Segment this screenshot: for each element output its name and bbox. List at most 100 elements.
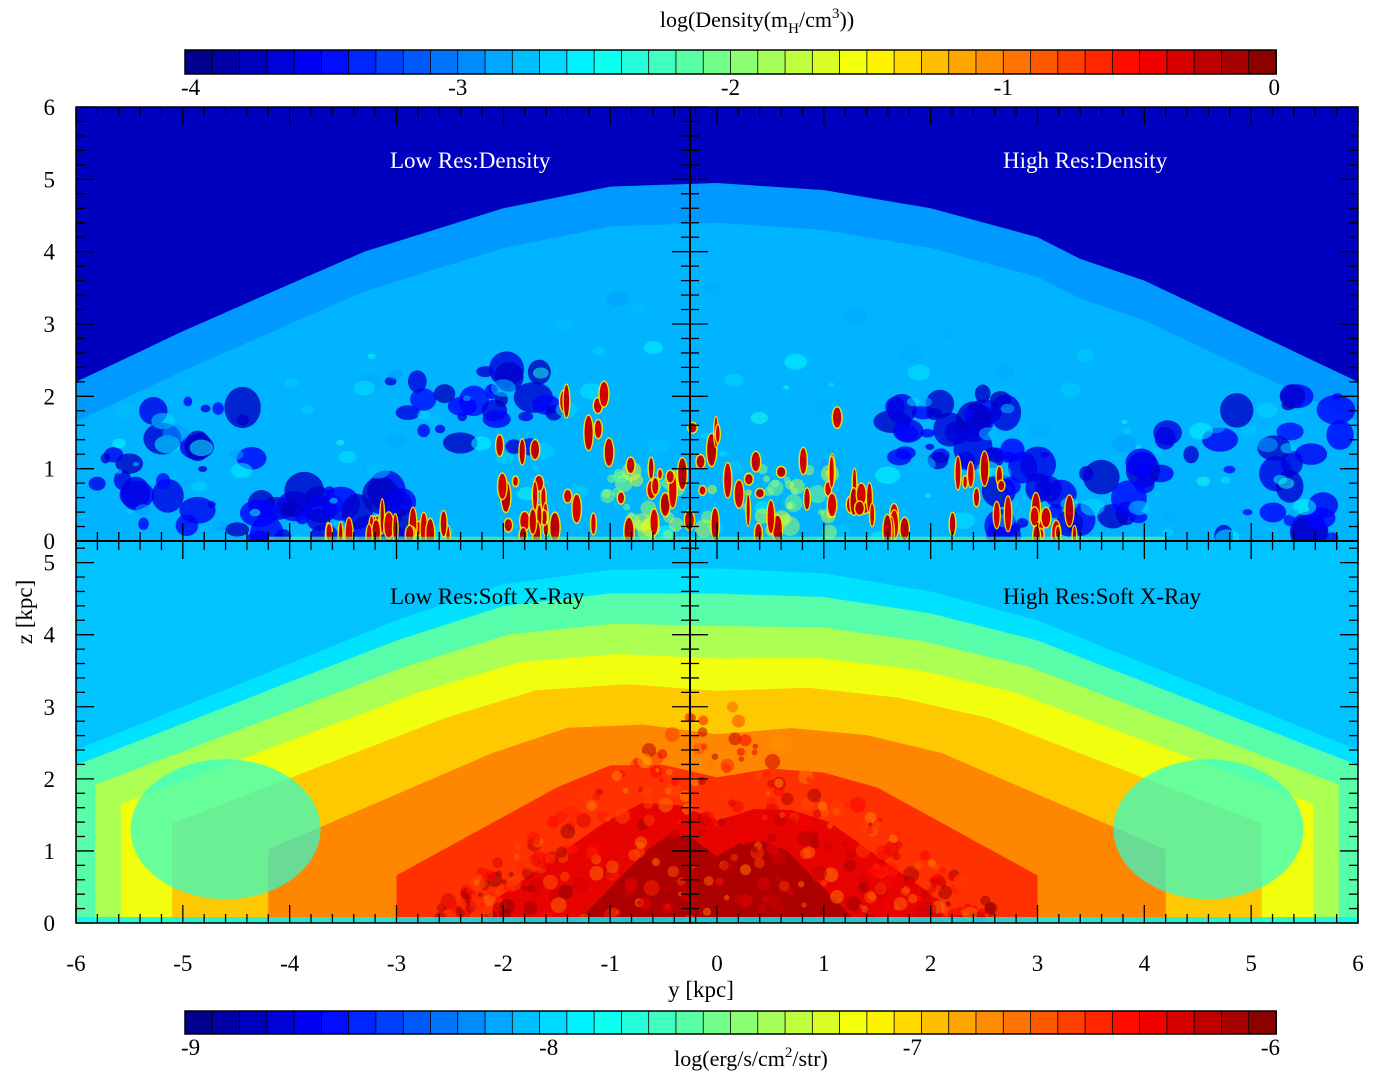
xray-texture-dot [794, 884, 811, 901]
colorbar-swatch [539, 49, 568, 75]
colorbar-swatch [402, 49, 432, 75]
density-clump [963, 476, 967, 488]
xray-texture-dot [658, 777, 664, 783]
density-clump [584, 415, 593, 450]
xray-texture-dot [957, 881, 971, 895]
xray-texture-dot [773, 785, 785, 797]
density-plume [780, 516, 800, 536]
density-clump [498, 473, 507, 499]
xray-texture-dot [612, 770, 623, 781]
xray-texture-dot [624, 878, 638, 892]
xray-texture-dot [658, 797, 673, 813]
density-clump [1065, 495, 1074, 527]
xray-texture-dot [762, 895, 770, 903]
density-swirl [816, 400, 836, 415]
colorbar-swatch [457, 49, 487, 75]
xray-texture-dot [905, 878, 916, 890]
density-clump [756, 489, 764, 498]
density-clump [496, 435, 503, 456]
colorbar-swatch [811, 1010, 841, 1035]
density-bubble [1125, 448, 1157, 478]
density-clump [699, 486, 706, 495]
density-bubble [395, 405, 420, 421]
colorbar-swatch [921, 49, 950, 75]
density-clump [829, 456, 834, 488]
density-swirl [646, 438, 669, 454]
density-clump [591, 513, 596, 535]
colorbar-swatch [1084, 49, 1114, 75]
density-clump [660, 493, 670, 516]
density-swirl [934, 319, 958, 336]
density-clump [993, 502, 1000, 528]
xray-texture-dot [751, 749, 758, 756]
xray-texture-dot [797, 830, 813, 846]
density-colorbar-ticks: -4 -3 -2 -1 0 [181, 75, 1280, 100]
density-bubble [247, 530, 269, 541]
xray-texture-dot [677, 819, 682, 824]
colorbar-tick-label: -8 [539, 1035, 558, 1060]
xray-texture-dot [720, 859, 734, 874]
density-swirl [463, 395, 471, 401]
xray-texture-dot [763, 770, 771, 779]
density-bubble [482, 410, 511, 428]
density-clump [604, 438, 614, 466]
density-bubble [1083, 459, 1120, 495]
xray-texture-dot [892, 852, 901, 861]
density-swirl [329, 497, 338, 504]
density-swirl [189, 439, 214, 457]
xray-texture-dot [945, 900, 950, 906]
density-bubble [1153, 420, 1182, 445]
density-swirl [917, 397, 932, 408]
density-plume [744, 489, 753, 497]
x-axis-label: y [kpc] [668, 977, 734, 1002]
colorbar-swatch [539, 1010, 568, 1035]
xray-texture-dot [589, 865, 604, 881]
colorbar-swatch [784, 49, 814, 75]
density-bubble [279, 502, 296, 517]
colorbar-swatch [921, 1010, 950, 1035]
density-bubble [442, 432, 478, 454]
density-swirl [1257, 437, 1278, 453]
xray-texture-dot [731, 800, 744, 813]
colorbar-swatch [730, 1010, 759, 1035]
density-swirl [796, 288, 804, 294]
density-clump [345, 518, 353, 541]
xray-texture-dot [720, 758, 735, 773]
density-bubble [895, 425, 918, 443]
xray-texture-dot [789, 817, 796, 825]
colorbar-swatch [348, 1010, 377, 1035]
density-bubble [386, 488, 417, 516]
xray-texture-dot [730, 853, 739, 862]
density-clump [1030, 507, 1039, 526]
colorbar-swatch [484, 1010, 514, 1035]
colorbar-swatch [266, 49, 296, 75]
density-swirl [286, 370, 295, 377]
density-bubble [120, 476, 151, 511]
density-swirl [367, 353, 376, 360]
density-clump [1004, 496, 1012, 531]
xray-texture-dot [592, 793, 600, 801]
density-swirl [231, 462, 253, 478]
density-bubble [88, 476, 106, 491]
density-clump [666, 471, 674, 483]
density-bubble [179, 496, 216, 524]
xray-texture-dot [845, 848, 856, 859]
density-swirl [844, 307, 867, 324]
xray-texture-dot [850, 796, 866, 813]
xray-texture-dot [810, 830, 820, 840]
xray-texture-dot [698, 828, 706, 836]
colorbar-tick-label: -9 [181, 1035, 200, 1060]
density-swirl [428, 414, 443, 425]
density-plume [784, 494, 803, 513]
colorbar-swatch [675, 49, 705, 75]
density-clump [855, 501, 864, 515]
xray-texture-dot [907, 893, 918, 904]
density-clump [724, 463, 732, 498]
colorbar-swatch [975, 1010, 1005, 1035]
density-swirl [1162, 511, 1178, 523]
xray-texture-dot [807, 788, 822, 803]
xray-texture-dot [842, 840, 848, 846]
density-swirl [943, 335, 951, 340]
xray-texture-dot [778, 880, 790, 892]
density-clump [541, 510, 547, 525]
